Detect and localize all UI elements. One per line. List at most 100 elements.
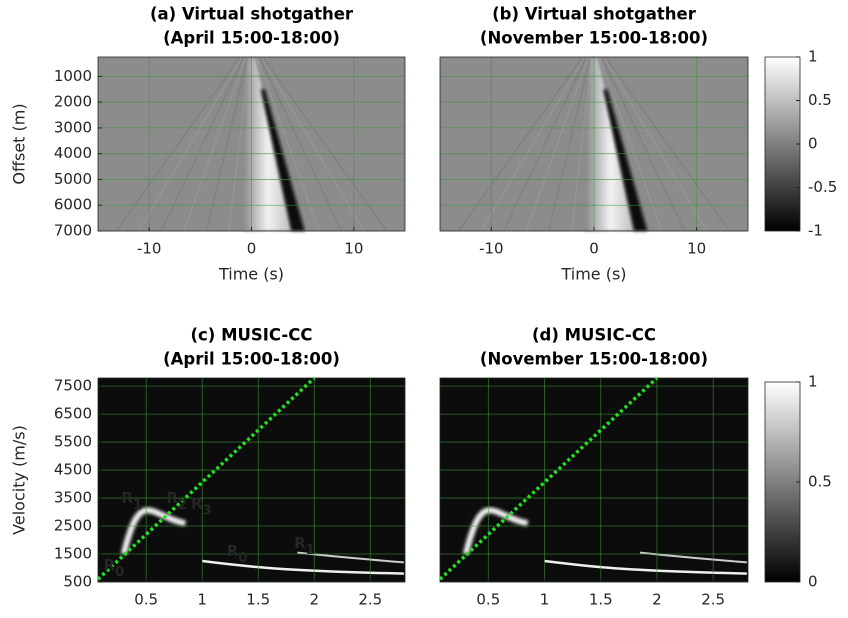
annotation: R1	[122, 489, 143, 513]
wedge	[243, 58, 293, 232]
ripple	[228, 58, 251, 232]
dark-band	[603, 89, 648, 231]
x-tick-label: 1	[197, 591, 207, 609]
y-axis-label: Velocity (m/s)	[10, 425, 29, 535]
annotation: R1	[294, 533, 315, 557]
wedge	[585, 58, 636, 232]
y-tick-label: 4000	[54, 144, 92, 162]
chart-subtitle: (November 15:00-18:00)	[480, 29, 708, 48]
colorbar-tick-label: 0.5	[808, 473, 832, 491]
ripple	[138, 57, 242, 232]
y-tick-label: 6500	[54, 405, 92, 423]
annotation-text: R	[104, 556, 116, 574]
y-tick-label: 5000	[54, 170, 92, 188]
fundamental	[544, 559, 747, 575]
annotation: R0	[227, 542, 248, 566]
y-tick-label: 7500	[54, 377, 92, 395]
ripple	[259, 58, 343, 232]
annotation-text: R	[227, 542, 239, 560]
annotation-subscript: 0	[238, 551, 247, 566]
x-tick-label: 10	[344, 240, 363, 258]
ripple	[503, 58, 587, 232]
x-tick-label: 0.5	[134, 591, 158, 609]
colorbar-tick-label: -1	[808, 222, 823, 240]
ripple	[263, 57, 388, 232]
low-mode	[120, 507, 186, 555]
ripple	[570, 58, 593, 232]
y-tick-label: 5500	[54, 433, 92, 451]
ripple	[603, 57, 708, 232]
image	[98, 378, 405, 582]
x-tick-label: 0	[247, 240, 257, 258]
image	[440, 378, 748, 582]
fundamental	[202, 559, 404, 575]
x-tick-label: 10	[687, 240, 706, 258]
annotation-subscript: 0	[115, 565, 124, 580]
ripple	[605, 57, 731, 232]
x-tick-label: 1	[540, 591, 550, 609]
chart-subtitle: (April 15:00-18:00)	[163, 29, 340, 48]
x-tick-label: 2.5	[358, 591, 382, 609]
ripple	[160, 58, 244, 232]
ripple	[548, 58, 591, 232]
annotation-text: R	[294, 533, 306, 551]
chart-subtitle: (April 15:00-18:00)	[163, 350, 340, 369]
annotation: R3	[191, 494, 212, 518]
annotation: R2	[166, 489, 187, 513]
y-tick-label: 2000	[54, 93, 92, 111]
x-tick-label: 1.5	[589, 591, 613, 609]
colorbar	[764, 381, 801, 583]
low-mode	[462, 507, 529, 555]
y-tick-label: 4500	[54, 461, 92, 479]
plot-frame	[439, 56, 749, 232]
ripple	[183, 58, 246, 232]
y-tick-label: 1000	[54, 67, 92, 85]
annotation-text: R	[191, 494, 203, 512]
y-tick-label: 3500	[54, 489, 92, 507]
annotation-text: R	[166, 489, 178, 507]
x-tick-label: 2	[652, 591, 662, 609]
y-tick-label: 2500	[54, 517, 92, 535]
x-tick-label: 0.5	[476, 591, 500, 609]
plot-frame	[439, 377, 749, 583]
colorbar-tick-label: -0.5	[808, 178, 837, 196]
x-tick-label: 1.5	[246, 591, 270, 609]
x-tick-label: 0	[589, 240, 599, 258]
chart-title: (a) Virtual shotgather	[150, 5, 354, 24]
ripple	[205, 58, 248, 232]
annotation: R0	[104, 556, 125, 580]
x-tick-label: 2.5	[701, 591, 725, 609]
x-axis-label: Time (s)	[218, 265, 284, 284]
x-axis-label: Time (s)	[560, 265, 626, 284]
y-tick-label: 500	[63, 573, 92, 591]
ripple	[257, 58, 320, 232]
ripple	[261, 57, 365, 232]
image-background	[98, 378, 405, 582]
annotation-subscript: 1	[133, 498, 142, 513]
ripple	[599, 58, 663, 232]
annotation-text: R	[122, 489, 134, 507]
y-tick-label: 7000	[54, 222, 92, 240]
x-tick-label: 2	[309, 591, 319, 609]
annotation-subscript: 1	[306, 542, 315, 557]
chart-title: (b) Virtual shotgather	[492, 5, 697, 24]
annotation-subscript: 3	[203, 503, 212, 518]
colorbar-tick-label: 1	[808, 48, 818, 66]
chart-title: (d) MUSIC-CC	[532, 326, 656, 345]
x-tick-label: -10	[479, 240, 504, 258]
plot-frame	[97, 377, 406, 583]
x-tick-label: -10	[137, 240, 162, 258]
ripple	[457, 57, 583, 232]
y-tick-label: 3000	[54, 118, 92, 136]
chart-title: (c) MUSIC-CC	[190, 326, 312, 345]
ripple	[480, 57, 585, 232]
chart-subtitle: (November 15:00-18:00)	[480, 350, 708, 369]
colorbar-tick-label: 1	[808, 373, 818, 391]
colorbar-tick-label: 0.5	[808, 91, 832, 109]
image-background	[440, 378, 748, 582]
ripple	[601, 58, 685, 232]
colorbar	[764, 56, 801, 232]
ripple	[525, 58, 589, 232]
y-axis-label: Offset (m)	[10, 103, 29, 184]
